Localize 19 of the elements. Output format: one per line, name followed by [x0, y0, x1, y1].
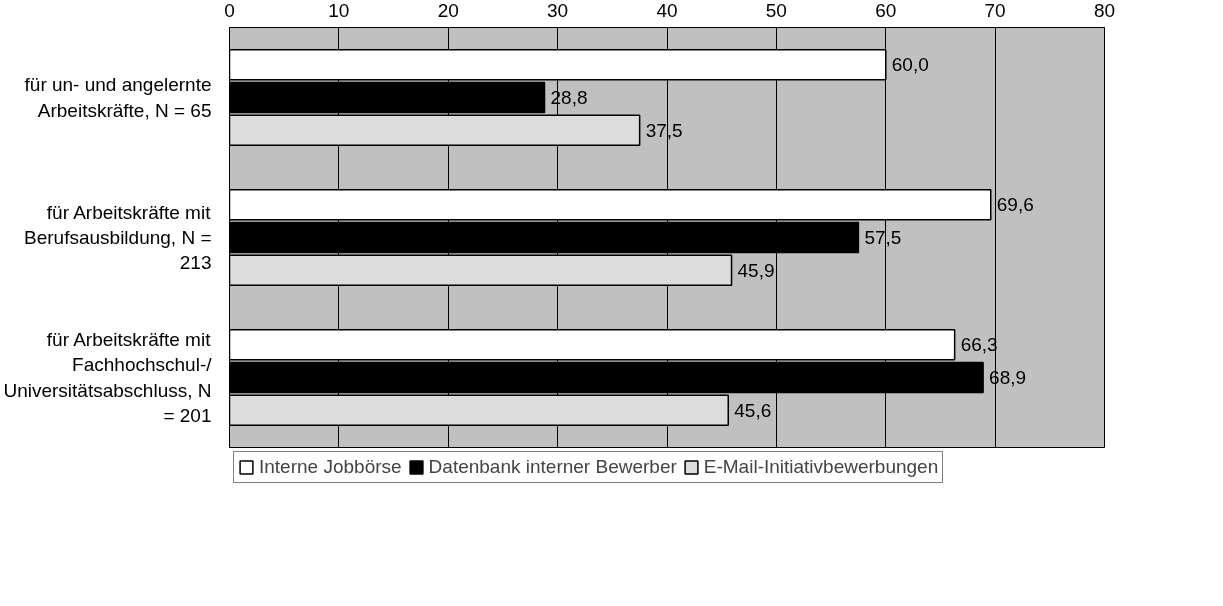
legend-label: Datenbank interner Bewerber [428, 456, 677, 478]
legend-label: E-Mail-Initiativbewerbungen [703, 456, 939, 478]
x-tick-label: 10 [328, 0, 350, 21]
y-tick-label: für Arbeitskräfte mit Berufsausbildung, N = 213 [24, 201, 212, 274]
x-tick-label: 60 [875, 0, 897, 21]
data-label: 69,6 [996, 194, 1034, 216]
data-label: 45,6 [734, 399, 772, 421]
x-tick-label: 20 [437, 0, 459, 21]
x-tick-label: 30 [547, 0, 569, 21]
x-tick-label: 0 [224, 0, 235, 21]
y-tick-label: für un- und angelernte Arbeitskräfte, N = 65 [24, 74, 212, 121]
x-tick-label: 70 [984, 0, 1006, 21]
data-label: 45,9 [737, 259, 775, 281]
x-tick-label: 40 [656, 0, 678, 21]
legend-label: Interne Jobbörse [259, 456, 402, 478]
x-tick-label: 80 [1093, 0, 1116, 21]
data-label: 60,0 [891, 54, 929, 76]
x-tick-label: 50 [765, 0, 787, 21]
y-tick-label: für Arbeitskräfte mit Fachhochschul-/ Universitätsabschluss, N = 201 [3, 329, 213, 426]
